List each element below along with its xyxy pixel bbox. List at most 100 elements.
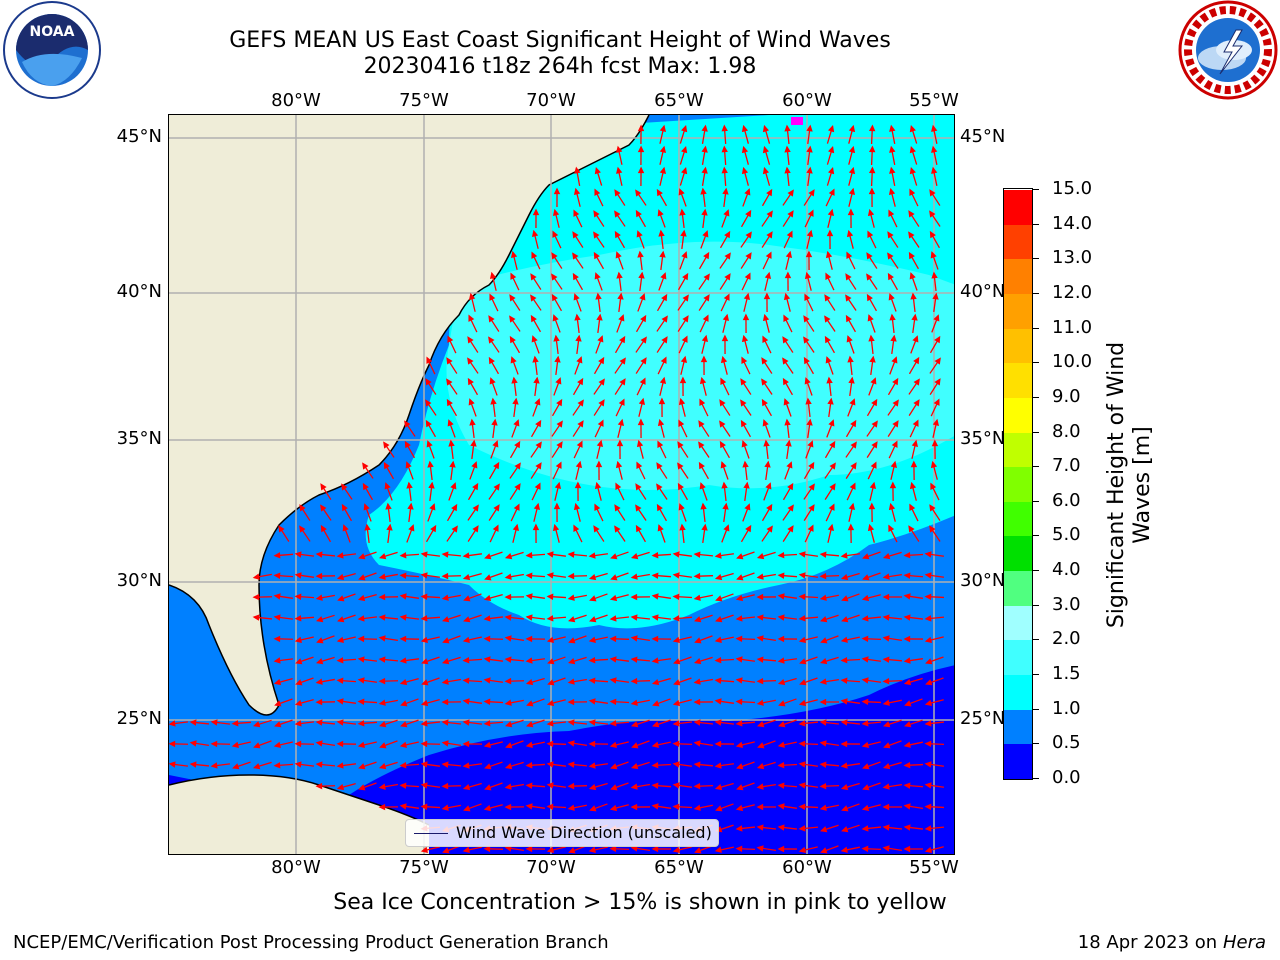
direction-arrow-head (567, 782, 575, 790)
direction-arrow-head (593, 525, 600, 533)
direction-arrow-head (619, 357, 626, 365)
direction-arrow-head (824, 335, 831, 344)
direction-arrow-head (798, 761, 806, 768)
direction-arrow-head (588, 552, 596, 559)
direction-arrow-head (441, 719, 449, 726)
direction-arrow-head (630, 803, 638, 811)
direction-arrow-head (763, 439, 770, 447)
direction-arrow-head (694, 847, 702, 854)
direction-arrow-head (635, 189, 642, 197)
colorbar-tick-label: 10.0 (1052, 351, 1093, 373)
direction-arrow-head (787, 482, 794, 491)
direction-arrow-head (761, 357, 768, 365)
direction-arrow-head (714, 677, 722, 684)
direction-arrow-head (903, 803, 911, 810)
direction-arrow-head (766, 210, 773, 218)
direction-arrow-head (934, 357, 941, 365)
direction-arrow-head (594, 481, 602, 490)
direction-arrow-head (425, 399, 432, 407)
direction-arrow-head (756, 824, 764, 831)
direction-arrow-head (598, 399, 605, 407)
direction-arrow-head (405, 461, 412, 469)
direction-arrow-head (593, 231, 600, 239)
direction-arrow-head (868, 145, 876, 153)
colorbar-tick-mark (1033, 258, 1039, 260)
direction-arrow-head (651, 803, 659, 810)
direction-arrow-head (888, 502, 896, 511)
direction-arrow-head (546, 572, 554, 579)
direction-arrow-head (778, 721, 786, 728)
direction-arrow-head (892, 399, 899, 407)
direction-arrow-head (693, 804, 701, 811)
direction-arrow-head (535, 462, 542, 470)
direction-arrow-head (315, 698, 323, 706)
direction-arrow-head (231, 720, 239, 727)
direction-arrow-head (531, 229, 539, 238)
direction-arrow-head (819, 740, 827, 747)
direction-arrow-head (742, 460, 749, 468)
direction-arrow-head (651, 614, 659, 621)
direction-arrow-head (761, 378, 768, 386)
direction-arrow-head (469, 418, 476, 426)
direction-arrow-head (567, 761, 575, 768)
direction-arrow-head (636, 461, 643, 469)
direction-arrow-head (273, 614, 281, 621)
direction-arrow-head (882, 656, 890, 663)
direction-arrow-head (399, 635, 407, 643)
direction-arrow-head (378, 656, 386, 663)
direction-arrow-head (614, 504, 621, 512)
direction-arrow-head (825, 250, 833, 259)
footer-date: 18 Apr 2023 on Hera (1078, 932, 1266, 953)
direction-arrow-head (882, 803, 890, 811)
direction-arrow-head (762, 335, 769, 343)
direction-arrow-head (336, 677, 344, 684)
direction-arrow-head (777, 845, 785, 853)
direction-arrow-head (470, 439, 477, 447)
direction-arrow-head (294, 740, 302, 748)
direction-arrow-head (715, 595, 723, 602)
direction-arrow-head (491, 418, 498, 426)
direction-arrow-head (882, 824, 890, 831)
direction-arrow-head (408, 524, 415, 532)
direction-arrow-head (756, 845, 764, 852)
direction-arrow-head (882, 699, 890, 706)
direction-arrow-head (383, 461, 390, 470)
direction-arrow-head (741, 356, 748, 364)
direction-arrow-head (735, 741, 744, 749)
direction-arrow-head (441, 551, 449, 558)
direction-arrow-head (757, 721, 765, 728)
direction-arrow-head (882, 593, 890, 601)
direction-arrow-head (787, 210, 794, 218)
direction-arrow-head (744, 188, 751, 196)
direction-arrow-head (509, 335, 516, 344)
direction-arrow-head (867, 314, 874, 322)
direction-arrow-head (777, 741, 785, 748)
direction-arrow-head (535, 441, 542, 449)
direction-arrow-head (715, 805, 723, 812)
direction-arrow-head (756, 553, 765, 560)
direction-arrow-head (546, 761, 554, 768)
direction-arrow-head (336, 657, 344, 664)
direction-arrow-head (420, 761, 428, 768)
direction-arrow-head (336, 762, 344, 769)
direction-arrow-head (638, 271, 645, 279)
direction-arrow-head (651, 741, 659, 748)
direction-arrow-head (610, 784, 618, 791)
direction-arrow-head (672, 572, 680, 579)
direction-arrow-head (924, 740, 932, 748)
direction-arrow-head (295, 658, 303, 665)
direction-arrow-head (640, 336, 647, 344)
direction-arrow-head (552, 230, 559, 238)
direction-arrow-head (930, 482, 937, 490)
direction-arrow-head (803, 315, 810, 323)
direction-arrow-head (828, 166, 835, 175)
direction-arrow-head (504, 783, 512, 790)
direction-arrow-head (825, 356, 832, 364)
direction-arrow-head (342, 524, 349, 532)
direction-arrow-head (827, 397, 834, 405)
direction-arrow-head (595, 460, 603, 468)
colorbar-tick-mark (1033, 604, 1039, 606)
direction-arrow-head (784, 271, 792, 279)
direction-arrow-head (862, 553, 870, 560)
direction-arrow-head (933, 314, 940, 322)
